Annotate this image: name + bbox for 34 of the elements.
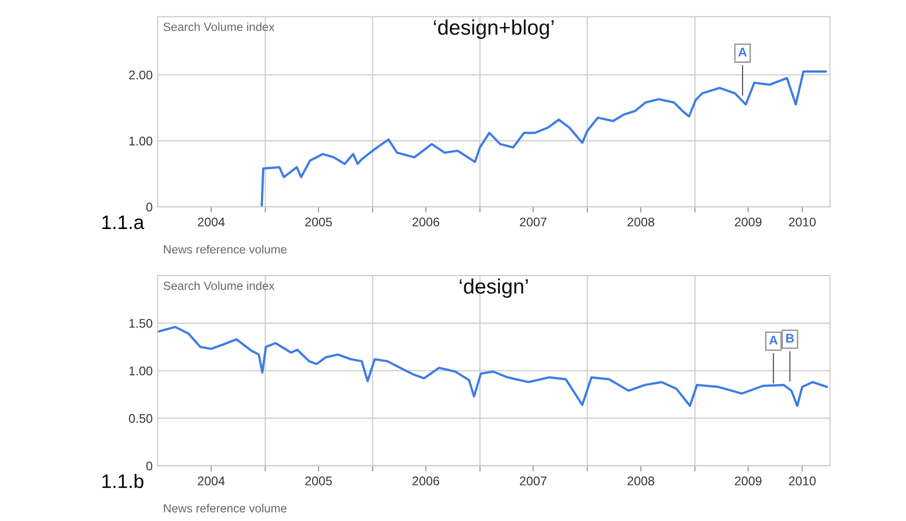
x-tick-label: 2010 (788, 218, 816, 226)
x-tick-label: 2009 (734, 476, 762, 486)
y-axis-title: Search Volume index (164, 22, 274, 32)
text: 1.1.b (102, 474, 144, 488)
annotation: B (786, 334, 794, 343)
annotation: A (769, 336, 778, 344)
chart-title: ‘design+blog’ (434, 20, 554, 39)
x-tick-label: 2008 (628, 218, 654, 226)
y-tick-label: 1.00 (129, 136, 152, 146)
x-tick-label: 2007 (520, 218, 546, 226)
x-tick-label: 2005 (305, 476, 332, 486)
text: News reference volume (164, 504, 287, 512)
annotation: A (738, 48, 747, 56)
y-tick-label: 0.50 (128, 414, 152, 423)
text: News reference volume (164, 244, 287, 254)
y-tick-label: 2.00 (129, 70, 152, 80)
x-tick-label: 2005 (305, 218, 332, 226)
chart-title: ‘design’ (460, 278, 528, 298)
x-tick-label: 2007 (520, 476, 546, 486)
y-tick-label: 0 (146, 462, 152, 470)
x-tick-label: 2006 (412, 218, 440, 226)
text: 1.1.a (102, 216, 144, 230)
y-axis-title: Search Volume index (164, 281, 274, 290)
y-tick-label: 0 (146, 202, 152, 212)
x-tick-label: 2010 (788, 476, 816, 486)
line-series (260, 70, 827, 207)
y-tick-label: 1.50 (129, 318, 152, 328)
line-series (158, 326, 828, 407)
x-tick-label: 2009 (734, 218, 762, 226)
x-tick-label: 2004 (198, 218, 225, 226)
x-tick-label: 2008 (628, 476, 654, 486)
x-tick-label: 2006 (412, 476, 440, 486)
x-tick-label: 2004 (198, 476, 225, 486)
y-tick-label: 1.00 (129, 366, 152, 376)
